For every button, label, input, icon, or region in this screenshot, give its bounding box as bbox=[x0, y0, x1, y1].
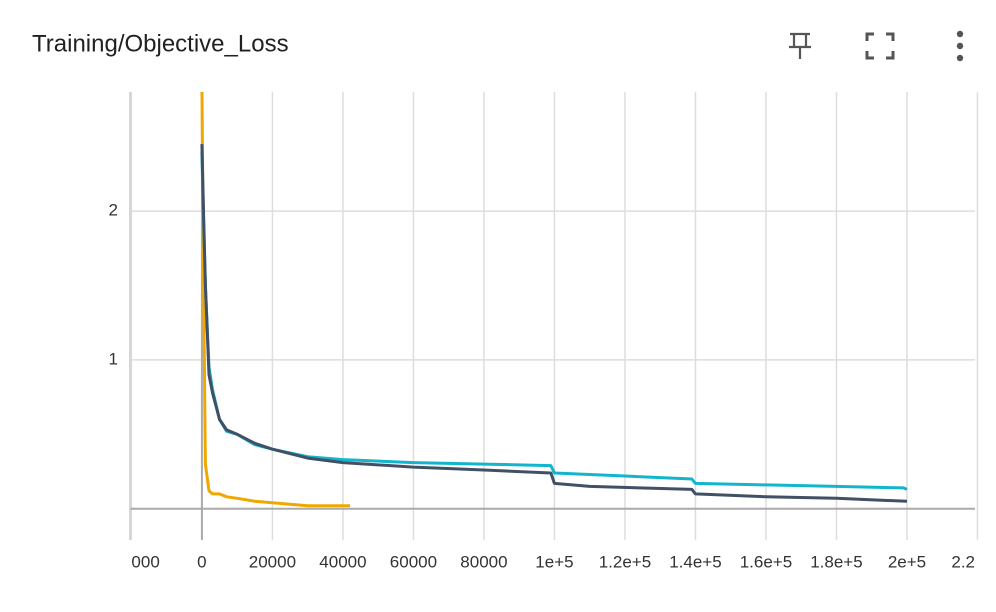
x-tick-label: 2.2 bbox=[951, 552, 975, 571]
series-line bbox=[200, 92, 350, 508]
x-tick-label: 1e+5 bbox=[535, 552, 573, 571]
x-tick-label: 2e+5 bbox=[888, 552, 926, 571]
x-tick-label: 1.2e+5 bbox=[599, 552, 651, 571]
x-tick-label: 1.6e+5 bbox=[740, 552, 792, 571]
x-tick-label: 60000 bbox=[390, 552, 437, 571]
pin-button[interactable] bbox=[789, 32, 811, 59]
y-tick-label: 2 bbox=[109, 201, 118, 220]
more-button[interactable] bbox=[956, 30, 964, 62]
y-tick-label: 1 bbox=[109, 349, 118, 368]
x-tick-label: 80000 bbox=[460, 552, 507, 571]
chart-title: Training/Objective_Loss bbox=[32, 30, 289, 57]
x-tick-label: 1.8e+5 bbox=[810, 552, 862, 571]
x-tick-label: 000 bbox=[131, 552, 159, 571]
x-tick-label: 1.4e+5 bbox=[669, 552, 721, 571]
series-line bbox=[200, 144, 908, 503]
x-tick-label: 20000 bbox=[249, 552, 296, 571]
fullscreen-button[interactable] bbox=[865, 32, 895, 60]
x-tick-label: 40000 bbox=[319, 552, 366, 571]
x-tick-label: 0 bbox=[197, 552, 206, 571]
